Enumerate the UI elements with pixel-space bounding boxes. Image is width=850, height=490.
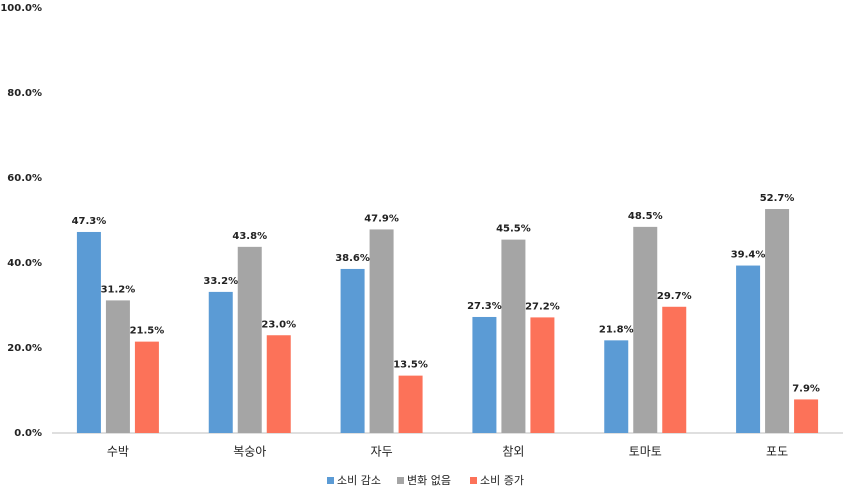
bar bbox=[633, 226, 658, 433]
value-label: 33.2% bbox=[203, 276, 238, 287]
bar bbox=[369, 229, 394, 433]
x-tick-label: 자두 bbox=[371, 445, 393, 459]
bar bbox=[105, 300, 130, 433]
bar bbox=[340, 268, 365, 433]
bar bbox=[794, 399, 819, 433]
value-label: 21.5% bbox=[130, 326, 165, 337]
value-label: 48.5% bbox=[628, 211, 663, 222]
legend-marker bbox=[470, 477, 477, 484]
bar bbox=[237, 246, 262, 433]
value-label: 47.9% bbox=[364, 213, 399, 224]
x-tick-label: 포도 bbox=[766, 445, 788, 459]
y-tick-label: 0.0% bbox=[14, 428, 42, 439]
value-label: 21.8% bbox=[599, 324, 634, 335]
legend-marker bbox=[327, 477, 334, 484]
y-tick-label: 40.0% bbox=[7, 258, 42, 269]
bar bbox=[736, 265, 761, 433]
bar bbox=[662, 306, 687, 433]
bar bbox=[76, 231, 101, 433]
legend-label: 소비 증가 bbox=[480, 474, 524, 487]
bar bbox=[472, 316, 497, 433]
value-label: 27.3% bbox=[467, 301, 502, 312]
x-tick-label: 참외 bbox=[502, 445, 524, 459]
value-label: 39.4% bbox=[731, 250, 766, 261]
value-label: 43.8% bbox=[232, 231, 267, 242]
legend-label: 변화 없음 bbox=[407, 474, 451, 487]
bar bbox=[208, 291, 233, 433]
value-label: 27.2% bbox=[525, 301, 560, 312]
value-label: 23.0% bbox=[261, 319, 296, 330]
bar bbox=[266, 335, 291, 433]
bar bbox=[134, 341, 159, 433]
legend-label: 소비 감소 bbox=[337, 474, 381, 487]
value-label: 47.3% bbox=[72, 216, 107, 227]
bar bbox=[530, 317, 555, 433]
value-label: 7.9% bbox=[792, 383, 820, 394]
x-tick-label: 토마토 bbox=[629, 445, 662, 459]
bar bbox=[604, 340, 629, 433]
value-label: 38.6% bbox=[335, 253, 370, 264]
bar bbox=[765, 209, 790, 433]
bar bbox=[501, 239, 526, 433]
x-tick-label: 복숭아 bbox=[233, 445, 266, 459]
value-label: 29.7% bbox=[657, 291, 692, 302]
x-tick-label: 수박 bbox=[107, 445, 129, 459]
bar bbox=[398, 375, 423, 433]
y-tick-label: 60.0% bbox=[7, 173, 42, 184]
y-tick-label: 100.0% bbox=[0, 3, 42, 14]
value-label: 31.2% bbox=[101, 284, 136, 295]
legend-marker bbox=[397, 477, 404, 484]
y-tick-label: 80.0% bbox=[7, 88, 42, 99]
value-label: 13.5% bbox=[393, 360, 428, 371]
value-label: 52.7% bbox=[760, 193, 795, 204]
y-tick-label: 20.0% bbox=[7, 343, 42, 354]
value-label: 45.5% bbox=[496, 224, 531, 235]
